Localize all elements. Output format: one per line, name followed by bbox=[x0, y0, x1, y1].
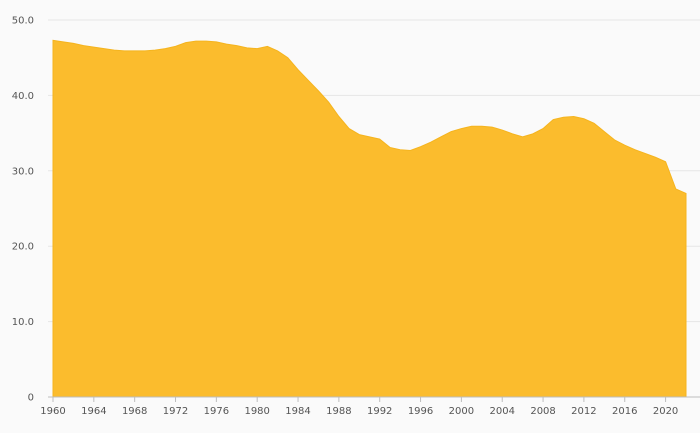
x-tick-label: 2008 bbox=[530, 406, 555, 417]
x-tick-label: 1964 bbox=[81, 406, 106, 417]
y-tick-label: 20.0 bbox=[12, 242, 34, 253]
x-tick-label: 1976 bbox=[204, 406, 229, 417]
y-tick-label: 50.0 bbox=[12, 16, 34, 27]
x-tick-label: 1980 bbox=[244, 406, 269, 417]
x-tick-label: 1972 bbox=[163, 406, 188, 417]
y-axis: 0 10.0 20.0 30.0 40.0 50.0 bbox=[12, 16, 34, 404]
y-tick-label: 10.0 bbox=[12, 317, 34, 328]
x-tick-label: 1984 bbox=[285, 406, 310, 417]
x-tick-label: 1996 bbox=[408, 406, 433, 417]
area-series bbox=[52, 39, 687, 398]
x-tick-label: 1960 bbox=[40, 406, 65, 417]
x-tick-label: 1968 bbox=[122, 406, 147, 417]
x-tick-label: 2016 bbox=[612, 406, 637, 417]
x-tick-label: 1992 bbox=[367, 406, 392, 417]
x-tick-label: 2000 bbox=[449, 406, 474, 417]
y-tick-label: 0 bbox=[28, 393, 34, 404]
x-tick-label: 2012 bbox=[571, 406, 596, 417]
y-tick-label: 30.0 bbox=[12, 166, 34, 177]
x-tick-label: 2020 bbox=[653, 406, 678, 417]
x-axis: 1960 1964 1968 1972 1976 1980 1984 1988 1992 1996… bbox=[40, 397, 678, 417]
x-tick-label: 2004 bbox=[489, 406, 514, 417]
y-tick-label: 40.0 bbox=[12, 91, 34, 102]
x-tick-label: 1988 bbox=[326, 406, 351, 417]
